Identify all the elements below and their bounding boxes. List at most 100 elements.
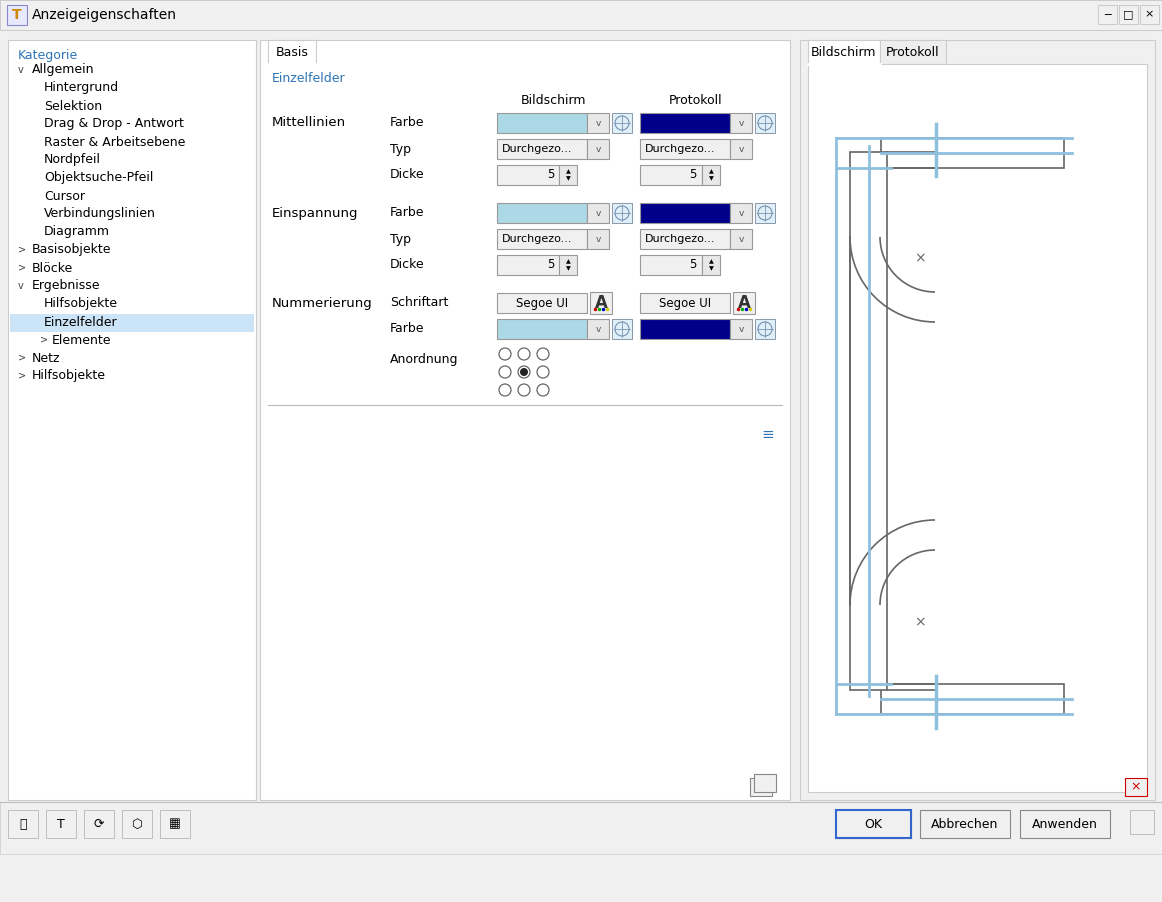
Text: v: v — [595, 235, 601, 244]
Bar — [559, 255, 578, 275]
Text: A: A — [738, 294, 751, 312]
Text: Verbindungslinien: Verbindungslinien — [44, 207, 156, 220]
Bar — [587, 319, 609, 339]
Text: Blöcke: Blöcke — [33, 262, 73, 274]
Text: v: v — [738, 118, 744, 127]
Bar — [640, 293, 730, 313]
Bar — [612, 203, 632, 223]
Bar — [0, 0, 1162, 30]
Text: ×: × — [914, 251, 926, 265]
Bar — [733, 292, 755, 314]
Text: v: v — [17, 65, 23, 75]
Circle shape — [537, 366, 548, 378]
Bar — [880, 40, 946, 64]
Bar — [268, 40, 316, 64]
Text: ▼: ▼ — [566, 266, 571, 271]
Text: v: v — [595, 144, 601, 153]
Bar — [1125, 778, 1147, 796]
Text: ▼: ▼ — [709, 266, 713, 271]
Bar — [640, 203, 730, 223]
Bar — [46, 810, 76, 838]
Bar — [835, 810, 911, 838]
Bar — [749, 778, 772, 796]
Bar — [702, 255, 720, 275]
Bar — [612, 319, 632, 339]
Bar — [730, 229, 752, 249]
Bar — [849, 152, 887, 690]
Text: OK: OK — [865, 817, 882, 831]
Bar — [497, 319, 587, 339]
Bar — [881, 684, 1064, 714]
Text: ▲: ▲ — [566, 170, 571, 174]
Circle shape — [518, 384, 530, 396]
Text: Durchgezo...: Durchgezo... — [645, 234, 716, 244]
Text: Drag & Drop - Antwort: Drag & Drop - Antwort — [44, 117, 184, 131]
Bar — [808, 64, 1147, 792]
Text: Hilfsobjekte: Hilfsobjekte — [44, 298, 119, 310]
Text: Diagramm: Diagramm — [44, 226, 110, 238]
Bar — [640, 319, 730, 339]
Text: Mittellinien: Mittellinien — [272, 116, 346, 130]
Bar — [808, 40, 880, 64]
Text: Nordpfeil: Nordpfeil — [44, 153, 101, 167]
Text: T: T — [12, 8, 22, 22]
Text: Anordnung: Anordnung — [390, 353, 459, 365]
Text: Farbe: Farbe — [390, 323, 424, 336]
Bar — [835, 810, 911, 838]
Bar — [1098, 5, 1117, 24]
Bar — [590, 292, 612, 314]
Bar — [497, 113, 587, 133]
Bar — [730, 113, 752, 133]
Text: Segoe UI: Segoe UI — [516, 297, 568, 309]
Bar — [587, 113, 609, 133]
Text: Allgemein: Allgemein — [33, 63, 94, 77]
Bar — [1129, 810, 1154, 834]
Bar — [640, 229, 730, 249]
Text: Schriftart: Schriftart — [390, 297, 449, 309]
Text: v: v — [738, 144, 744, 153]
Text: Protokoll: Protokoll — [887, 45, 940, 59]
Text: >: > — [40, 335, 48, 345]
Text: v: v — [595, 208, 601, 217]
Bar — [497, 139, 587, 159]
Bar — [497, 255, 559, 275]
Bar — [559, 165, 578, 185]
Text: Raster & Arbeitsebene: Raster & Arbeitsebene — [44, 135, 186, 149]
Text: ▲: ▲ — [566, 259, 571, 264]
Bar — [881, 138, 1064, 168]
Circle shape — [537, 384, 548, 396]
Bar — [730, 319, 752, 339]
Bar — [1140, 5, 1159, 24]
Bar — [849, 152, 887, 690]
Text: ▦: ▦ — [170, 817, 181, 831]
Text: Selektion: Selektion — [44, 99, 102, 113]
Bar — [8, 40, 256, 800]
Text: ▼: ▼ — [709, 176, 713, 180]
Text: Farbe: Farbe — [390, 116, 424, 130]
Text: v: v — [595, 325, 601, 334]
Circle shape — [518, 366, 530, 378]
Bar — [122, 810, 152, 838]
Text: ─: ─ — [1104, 9, 1111, 19]
Bar — [640, 113, 730, 133]
Bar — [587, 203, 609, 223]
Bar — [1119, 5, 1138, 24]
Text: Protokoll: Protokoll — [669, 94, 723, 106]
Text: Hintergrund: Hintergrund — [44, 81, 120, 95]
Text: Bildschirm: Bildschirm — [521, 94, 586, 106]
Bar — [497, 293, 587, 313]
Text: A: A — [595, 294, 608, 312]
Bar — [497, 165, 559, 185]
Bar — [755, 203, 775, 223]
Bar — [260, 40, 790, 800]
Bar — [587, 139, 609, 159]
Bar — [84, 810, 114, 838]
Text: v: v — [738, 208, 744, 217]
Text: Einzelfelder: Einzelfelder — [272, 71, 345, 85]
Text: Durchgezo...: Durchgezo... — [645, 144, 716, 154]
Bar — [881, 684, 1064, 714]
Bar — [881, 138, 1064, 168]
Text: Bildschirm: Bildschirm — [811, 45, 877, 59]
Bar — [1020, 810, 1110, 838]
Text: ▲: ▲ — [709, 170, 713, 174]
